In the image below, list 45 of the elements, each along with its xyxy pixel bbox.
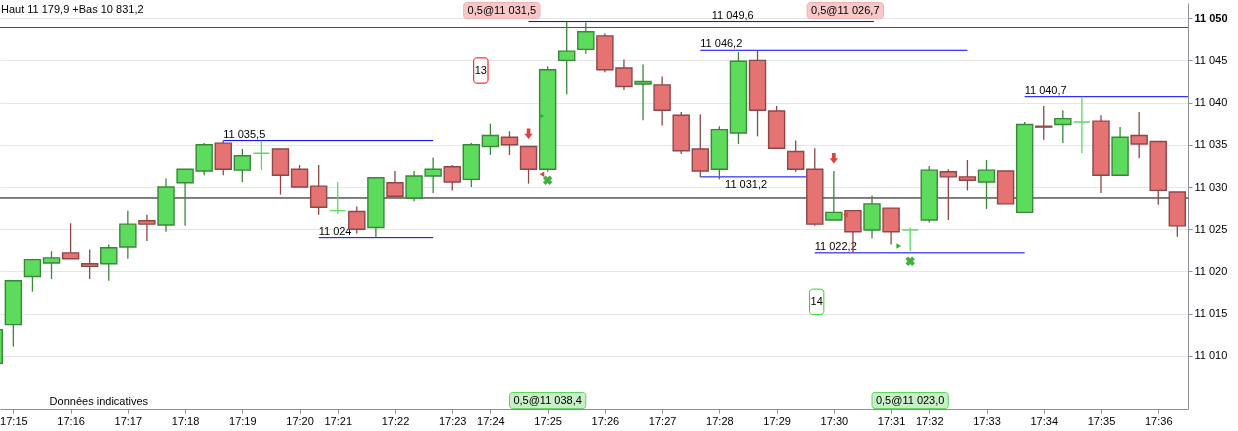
x-tick-label: 17:27 xyxy=(648,414,677,427)
x-tick-label: 17:20 xyxy=(286,414,314,427)
y-tick-label: 11 025 xyxy=(1194,222,1228,235)
ref-line-label: 11 046,2 xyxy=(700,37,743,50)
ref-line-label: 11 022,2 xyxy=(814,239,857,252)
x-tick-label: 17:22 xyxy=(381,414,410,427)
annotation: 0,5@11 038,4 xyxy=(513,393,582,406)
x-tick-label: 17:15 xyxy=(0,414,28,427)
x-tick-label: 17:34 xyxy=(1030,414,1059,427)
y-tick-label: 11 040 xyxy=(1194,96,1228,109)
x-tick-label: 17:31 xyxy=(877,414,906,427)
x-tick-label: 17:21 xyxy=(324,414,352,427)
annotation: 14 xyxy=(810,294,823,307)
annotation: 0,5@11 023,0 xyxy=(875,393,945,406)
x-tick-label: 17:33 xyxy=(973,414,1001,427)
x-tick-label: 17:24 xyxy=(477,414,505,427)
y-tick-label: 11 050 xyxy=(1194,11,1228,24)
x-tick-label: 17:16 xyxy=(57,414,85,427)
x-tick-label: 17:30 xyxy=(820,414,849,427)
x-tick-label: 17:18 xyxy=(171,414,200,427)
annotation: Données indicatives xyxy=(49,395,149,408)
x-tick-label: 17:32 xyxy=(915,414,944,427)
y-tick-label: 11 020 xyxy=(1194,264,1228,277)
x-tick-label: 17:25 xyxy=(534,414,562,427)
annotation: Haut 11 179,9 +Bas 10 831,2 xyxy=(0,2,144,15)
x-tick-label: 17:29 xyxy=(763,414,791,427)
x-tick-label: 17:35 xyxy=(1087,414,1116,427)
x-tick-label: 17:19 xyxy=(229,414,257,427)
y-tick-label: 11 045 xyxy=(1194,53,1228,66)
x-tick-label: 17:36 xyxy=(1144,414,1173,427)
ref-line-label: 11 040,7 xyxy=(1024,83,1067,96)
y-tick-label: 11 015 xyxy=(1194,307,1228,320)
annotation: 13 xyxy=(474,63,487,76)
ref-line-label: 11 031,2 xyxy=(725,177,768,190)
y-tick-label: 11 030 xyxy=(1194,180,1228,193)
ref-line-label: 11 035,5 xyxy=(223,127,266,140)
ref-line-label: 11 049,6 xyxy=(711,8,754,21)
annotation: 0,5@11 026,7 xyxy=(811,3,880,16)
y-tick-label: 11 035 xyxy=(1194,138,1228,151)
annotation: 0,5@11 031,5 xyxy=(467,3,537,16)
x-tick-label: 17:23 xyxy=(438,414,467,427)
y-tick-label: 11 010 xyxy=(1194,349,1228,362)
x-tick-label: 17:26 xyxy=(591,414,620,427)
x-tick-label: 17:17 xyxy=(114,414,143,427)
x-tick-label: 17:28 xyxy=(706,414,734,427)
